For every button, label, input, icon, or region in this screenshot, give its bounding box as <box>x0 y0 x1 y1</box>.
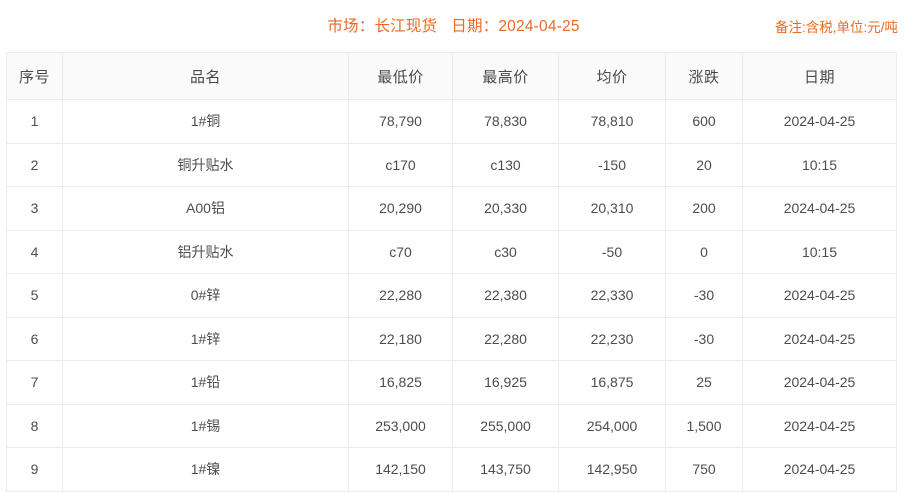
remark-note: 备注:含税,单位:元/吨 <box>774 20 898 35</box>
table-row[interactable]: 9 1#镍 142,150 143,750 142,950 750 2024-04-25 <box>6 447 897 492</box>
cell-low: c70 <box>348 229 453 274</box>
cell-date: 2024-04-25 <box>742 186 897 231</box>
cell-avg: 78,810 <box>558 99 666 144</box>
cell-name: 1#锡 <box>62 403 349 448</box>
market-value: 长江现货 <box>374 18 438 35</box>
cell-date: 2024-04-25 <box>742 403 897 448</box>
cell-name: A00铝 <box>62 186 349 231</box>
cell-index: 2 <box>6 142 63 187</box>
cell-high: 22,280 <box>452 316 559 361</box>
cell-change: 750 <box>665 447 743 492</box>
cell-low: 253,000 <box>348 403 453 448</box>
market-date-caption: 市场：长江现货 日期：2024-04-25 <box>0 14 907 36</box>
cell-avg: 142,950 <box>558 447 666 492</box>
column-header-avg[interactable]: 均价 <box>558 52 666 100</box>
cell-low: 16,825 <box>348 360 453 405</box>
table-header-row: 序号 品名 最低价 最高价 均价 涨跌 日期 <box>6 52 897 100</box>
table-row[interactable]: 5 0#锌 22,280 22,380 22,330 -30 2024-04-25 <box>6 273 897 318</box>
cell-avg: -50 <box>558 229 666 274</box>
cell-name: 1#铜 <box>62 99 349 144</box>
cell-index: 9 <box>6 447 63 492</box>
table-row[interactable]: 6 1#锌 22,180 22,280 22,230 -30 2024-04-25 <box>6 316 897 361</box>
cell-date: 10:15 <box>742 142 897 187</box>
cell-high: 22,380 <box>452 273 559 318</box>
cell-avg: 254,000 <box>558 403 666 448</box>
cell-avg: 22,230 <box>558 316 666 361</box>
cell-low: c170 <box>348 142 453 187</box>
table-row[interactable]: 1 1#铜 78,790 78,830 78,810 600 2024-04-25 <box>6 99 897 144</box>
cell-low: 142,150 <box>348 447 453 492</box>
cell-avg: -150 <box>558 142 666 187</box>
column-header-name[interactable]: 品名 <box>62 52 349 100</box>
date-value: 2024-04-25 <box>498 18 580 35</box>
cell-low: 20,290 <box>348 186 453 231</box>
cell-name: 铜升贴水 <box>62 142 349 187</box>
cell-date: 2024-04-25 <box>742 360 897 405</box>
price-table: 序号 品名 最低价 最高价 均价 涨跌 日期 1 1#铜 78,790 78,830 7… <box>6 52 897 492</box>
table-row[interactable]: 2 铜升贴水 c170 c130 -150 20 10:15 <box>6 142 897 187</box>
date-label: 日期： <box>451 18 499 35</box>
cell-name: 0#锌 <box>62 273 349 318</box>
market-label: 市场： <box>327 18 375 35</box>
cell-high: c30 <box>452 229 559 274</box>
cell-index: 1 <box>6 99 63 144</box>
cell-high: 16,925 <box>452 360 559 405</box>
cell-name: 1#锌 <box>62 316 349 361</box>
column-header-change[interactable]: 涨跌 <box>665 52 743 100</box>
cell-change: 0 <box>665 229 743 274</box>
table-row[interactable]: 7 1#铅 16,825 16,925 16,875 25 2024-04-25 <box>6 360 897 405</box>
cell-index: 3 <box>6 186 63 231</box>
cell-avg: 20,310 <box>558 186 666 231</box>
cell-change: -30 <box>665 316 743 361</box>
cell-low: 22,280 <box>348 273 453 318</box>
cell-high: 255,000 <box>452 403 559 448</box>
cell-index: 6 <box>6 316 63 361</box>
cell-change: 600 <box>665 99 743 144</box>
cell-change: 25 <box>665 360 743 405</box>
table-row[interactable]: 8 1#锡 253,000 255,000 254,000 1,500 2024-04-25 <box>6 403 897 448</box>
column-header-high[interactable]: 最高价 <box>452 52 559 100</box>
cell-date: 2024-04-25 <box>742 273 897 318</box>
cell-index: 8 <box>6 403 63 448</box>
cell-index: 5 <box>6 273 63 318</box>
cell-high: c130 <box>452 142 559 187</box>
table-body: 1 1#铜 78,790 78,830 78,810 600 2024-04-25 2 铜升贴水… <box>6 99 897 492</box>
cell-change: 200 <box>665 186 743 231</box>
cell-index: 7 <box>6 360 63 405</box>
table-row[interactable]: 3 A00铝 20,290 20,330 20,310 200 2024-04-25 <box>6 186 897 231</box>
cell-name: 铝升贴水 <box>62 229 349 274</box>
cell-date: 2024-04-25 <box>742 316 897 361</box>
table-header: 序号 品名 最低价 最高价 均价 涨跌 日期 <box>6 52 897 100</box>
cell-high: 20,330 <box>452 186 559 231</box>
column-header-index[interactable]: 序号 <box>6 52 63 100</box>
cell-low: 78,790 <box>348 99 453 144</box>
table-row[interactable]: 4 铝升贴水 c70 c30 -50 0 10:15 <box>6 229 897 274</box>
cell-avg: 22,330 <box>558 273 666 318</box>
cell-name: 1#铅 <box>62 360 349 405</box>
cell-change: -30 <box>665 273 743 318</box>
cell-date: 2024-04-25 <box>742 447 897 492</box>
cell-high: 78,830 <box>452 99 559 144</box>
column-header-date[interactable]: 日期 <box>742 52 897 100</box>
cell-name: 1#镍 <box>62 447 349 492</box>
column-header-low[interactable]: 最低价 <box>348 52 453 100</box>
cell-change: 1,500 <box>665 403 743 448</box>
caption-bar: 市场：长江现货 日期：2024-04-25 备注:含税,单位:元/吨 <box>0 0 907 52</box>
cell-high: 143,750 <box>452 447 559 492</box>
cell-avg: 16,875 <box>558 360 666 405</box>
cell-date: 2024-04-25 <box>742 99 897 144</box>
cell-date: 10:15 <box>742 229 897 274</box>
cell-change: 20 <box>665 142 743 187</box>
cell-index: 4 <box>6 229 63 274</box>
cell-low: 22,180 <box>348 316 453 361</box>
